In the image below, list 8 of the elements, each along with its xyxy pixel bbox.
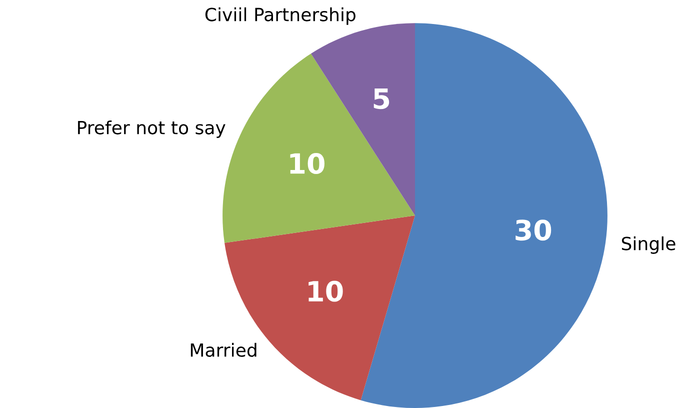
data-label: 5 [374, 88, 390, 110]
slice-label: Married [190, 342, 256, 357]
data-label: 30 [516, 220, 552, 241]
slice-label: Prefer not to say [78, 120, 226, 138]
slice-label: Civiil Partnership [205, 7, 356, 25]
data-label: 10 [308, 280, 343, 302]
slice-label: Single [622, 236, 676, 254]
data-label: 10 [290, 153, 324, 174]
